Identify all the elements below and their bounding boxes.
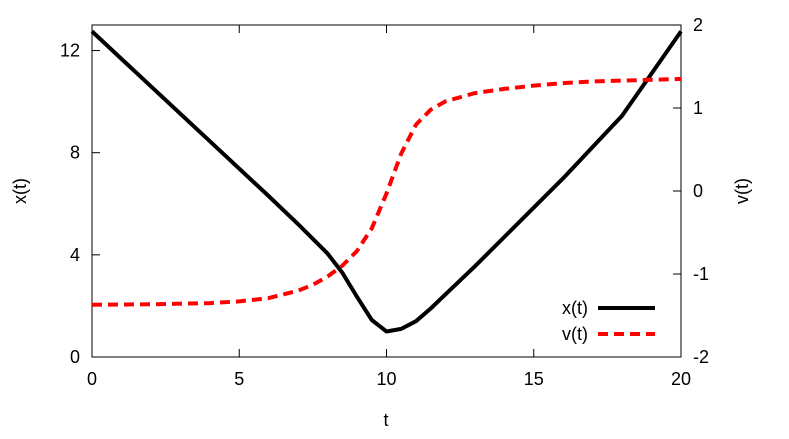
x-axis-label: t [383, 410, 388, 430]
x-tick-label-4: 20 [671, 369, 691, 389]
left-y-axis-label: x(t) [10, 178, 30, 204]
left-y-tick-label-2: 8 [70, 143, 80, 163]
plot-frame [91, 24, 682, 358]
x-tick-label-2: 10 [376, 369, 396, 389]
left-y-tick-label-3: 12 [60, 41, 80, 61]
right-y-tick-label-1: -1 [693, 264, 709, 284]
series-line-v [91, 76, 682, 307]
legend-label-v: v(t) [562, 324, 588, 344]
series-line-x [90, 29, 683, 334]
right-y-tick-label-2: 0 [693, 181, 703, 201]
series-layer [90, 29, 683, 334]
left-y-axis-ticks: 0 4 8 12 [60, 41, 100, 367]
left-y-tick-label-0: 0 [70, 347, 80, 367]
x-tick-label-0: 0 [87, 369, 97, 389]
right-y-axis-label: v(t) [732, 178, 752, 204]
left-y-tick-label-1: 4 [70, 245, 80, 265]
right-y-tick-label-3: 1 [693, 98, 703, 118]
right-y-axis-ticks: -2 -1 0 1 2 [673, 15, 709, 367]
x-tick-label-3: 15 [524, 369, 544, 389]
right-y-tick-label-4: 2 [693, 15, 703, 35]
right-y-tick-label-0: -2 [693, 347, 709, 367]
legend-label-x: x(t) [562, 298, 588, 318]
x-tick-label-1: 5 [234, 369, 244, 389]
legend: x(t) v(t) [562, 298, 655, 344]
